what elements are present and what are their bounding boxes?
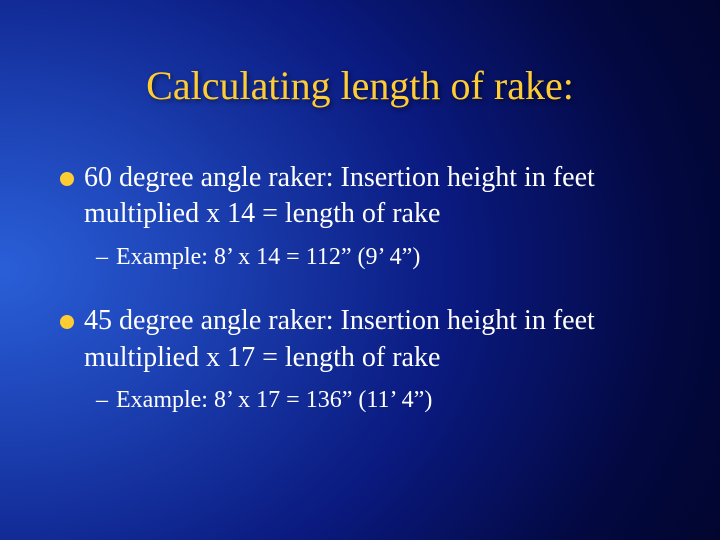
sub-text: Example: 8’ x 17 = 136” (11’ 4”) <box>116 384 432 416</box>
sub-item-1: – Example: 8’ x 14 = 112” (9’ 4”) <box>96 241 680 273</box>
bullet-item-1: 60 degree angle raker: Insertion height … <box>60 160 680 233</box>
dash-icon: – <box>96 384 108 416</box>
sub-item-2: – Example: 8’ x 17 = 136” (11’ 4”) <box>96 384 680 416</box>
slide: Calculating length of rake: 60 degree an… <box>0 0 720 540</box>
bullet-text: 60 degree angle raker: Insertion height … <box>84 160 680 233</box>
dash-icon: – <box>96 241 108 273</box>
bullet-dot-icon <box>60 315 74 329</box>
slide-content: 60 degree angle raker: Insertion height … <box>60 160 680 446</box>
bullet-text: 45 degree angle raker: Insertion height … <box>84 303 680 376</box>
slide-title: Calculating length of rake: <box>0 62 720 109</box>
bullet-item-2: 45 degree angle raker: Insertion height … <box>60 303 680 376</box>
sub-text: Example: 8’ x 14 = 112” (9’ 4”) <box>116 241 420 273</box>
bullet-dot-icon <box>60 172 74 186</box>
